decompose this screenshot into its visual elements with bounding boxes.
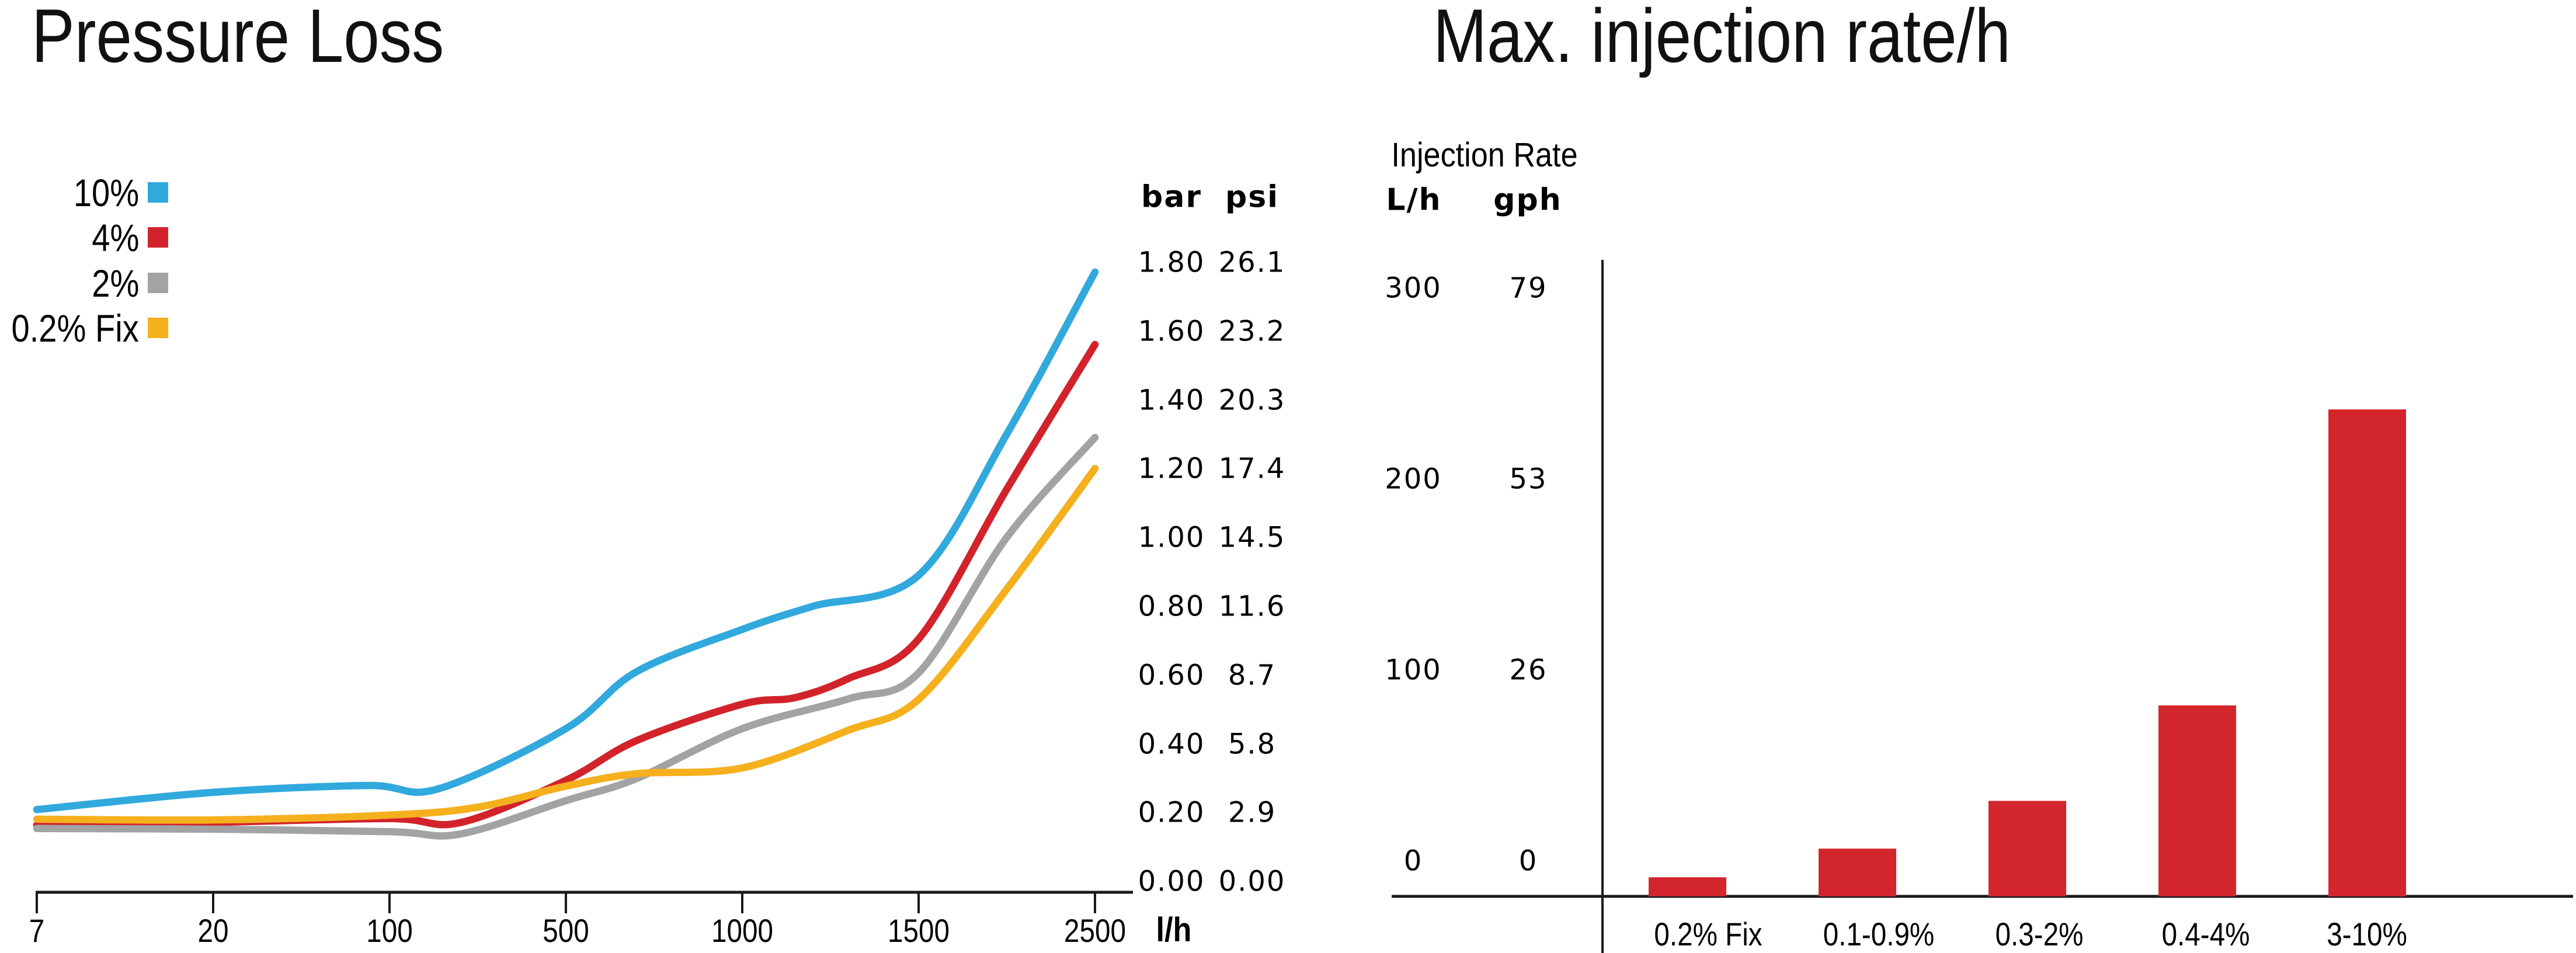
psi-column-header: psi bbox=[1225, 179, 1279, 215]
x-axis-unit-label: l/h bbox=[1156, 911, 1192, 949]
legend-item-10-: 10% bbox=[0, 169, 139, 216]
curve-10- bbox=[33, 268, 1099, 813]
legend-swatch-icon bbox=[148, 227, 168, 248]
bar-0-1-0-9- bbox=[1819, 848, 1896, 896]
injection-rate-axis-header: Injection Rate bbox=[1391, 136, 1578, 175]
gph-tick-label: 79 bbox=[1509, 272, 1548, 305]
curve-4- bbox=[33, 340, 1099, 829]
bar-tick-label: 1.80 bbox=[1138, 246, 1205, 279]
bar-tick-label: 0.20 bbox=[1138, 796, 1205, 829]
lh-column-header: L/h bbox=[1386, 182, 1442, 218]
gph-tick-label: 53 bbox=[1509, 462, 1548, 496]
legend-swatch-icon bbox=[148, 318, 168, 338]
psi-tick-label: 17.4 bbox=[1218, 452, 1286, 485]
psi-tick-label: 26.1 bbox=[1218, 246, 1286, 279]
x-tick-label: 500 bbox=[543, 912, 589, 949]
bar-tick-label: 0.40 bbox=[1138, 728, 1205, 761]
legend-item-4-: 4% bbox=[0, 214, 139, 261]
injection-rate-title: Max. injection rate/h bbox=[1433, 0, 2011, 78]
lh-tick-label: 300 bbox=[1385, 272, 1442, 305]
bar-tick-label: 1.00 bbox=[1138, 521, 1205, 554]
bar-0-2-fix bbox=[1649, 877, 1726, 896]
legend-label: 4% bbox=[91, 216, 139, 259]
psi-tick-label: 2.9 bbox=[1228, 796, 1277, 829]
bar-tick-label: 1.20 bbox=[1138, 452, 1205, 485]
legend-swatch-icon bbox=[148, 273, 168, 293]
legend-swatch-icon bbox=[148, 182, 168, 203]
legend-item-0-2-fix: 0.2% Fix bbox=[0, 305, 139, 352]
x-tick-label: 7 bbox=[29, 912, 45, 949]
bar-tick-label: 1.60 bbox=[1138, 315, 1205, 348]
bar-0-4-4- bbox=[2158, 705, 2236, 896]
bar-column-header: bar bbox=[1141, 179, 1202, 215]
lh-tick-label: 100 bbox=[1385, 653, 1442, 687]
psi-tick-label: 14.5 bbox=[1218, 521, 1286, 554]
legend-label: 0.2% Fix bbox=[11, 307, 139, 350]
gph-column-header: gph bbox=[1493, 182, 1562, 218]
x-tick-label: 1000 bbox=[711, 912, 773, 949]
psi-tick-label: 8.7 bbox=[1228, 659, 1277, 692]
x-tick-label: 1500 bbox=[888, 912, 950, 949]
curve-2- bbox=[33, 433, 1099, 840]
gph-tick-label: 26 bbox=[1509, 653, 1548, 687]
lh-tick-label: 0 bbox=[1403, 844, 1423, 878]
bar-tick-label: 0.80 bbox=[1138, 590, 1205, 623]
psi-tick-label: 0.00 bbox=[1218, 865, 1286, 898]
lh-tick-label: 200 bbox=[1385, 462, 1442, 496]
bar-tick-label: 1.40 bbox=[1138, 384, 1205, 417]
category-label: 0.4-4% bbox=[2161, 916, 2250, 953]
legend-item-2-: 2% bbox=[0, 260, 139, 307]
legend-label: 10% bbox=[73, 171, 139, 214]
category-label: 0.2% Fix bbox=[1654, 916, 1762, 953]
psi-tick-label: 20.3 bbox=[1218, 384, 1286, 417]
pressure-loss-title: Pressure Loss bbox=[32, 0, 444, 78]
psi-tick-label: 5.8 bbox=[1228, 728, 1277, 761]
category-label: 3-10% bbox=[2327, 916, 2407, 953]
category-label: 0.1-0.9% bbox=[1823, 916, 1935, 953]
bar-0-3-2- bbox=[1989, 801, 2066, 896]
bar-tick-label: 0.60 bbox=[1138, 659, 1205, 692]
x-tick-label: 2500 bbox=[1064, 912, 1126, 949]
bar-3-10- bbox=[2328, 409, 2406, 896]
bar-tick-label: 0.00 bbox=[1138, 865, 1205, 898]
psi-tick-label: 11.6 bbox=[1218, 590, 1286, 623]
legend-label: 2% bbox=[91, 262, 139, 305]
psi-tick-label: 23.2 bbox=[1218, 315, 1286, 348]
category-label: 0.3-2% bbox=[1995, 916, 2084, 953]
x-tick-label: 20 bbox=[197, 912, 229, 949]
curve-0-2-fix bbox=[33, 465, 1099, 824]
x-tick-label: 100 bbox=[366, 912, 413, 949]
gph-tick-label: 0 bbox=[1518, 844, 1538, 878]
